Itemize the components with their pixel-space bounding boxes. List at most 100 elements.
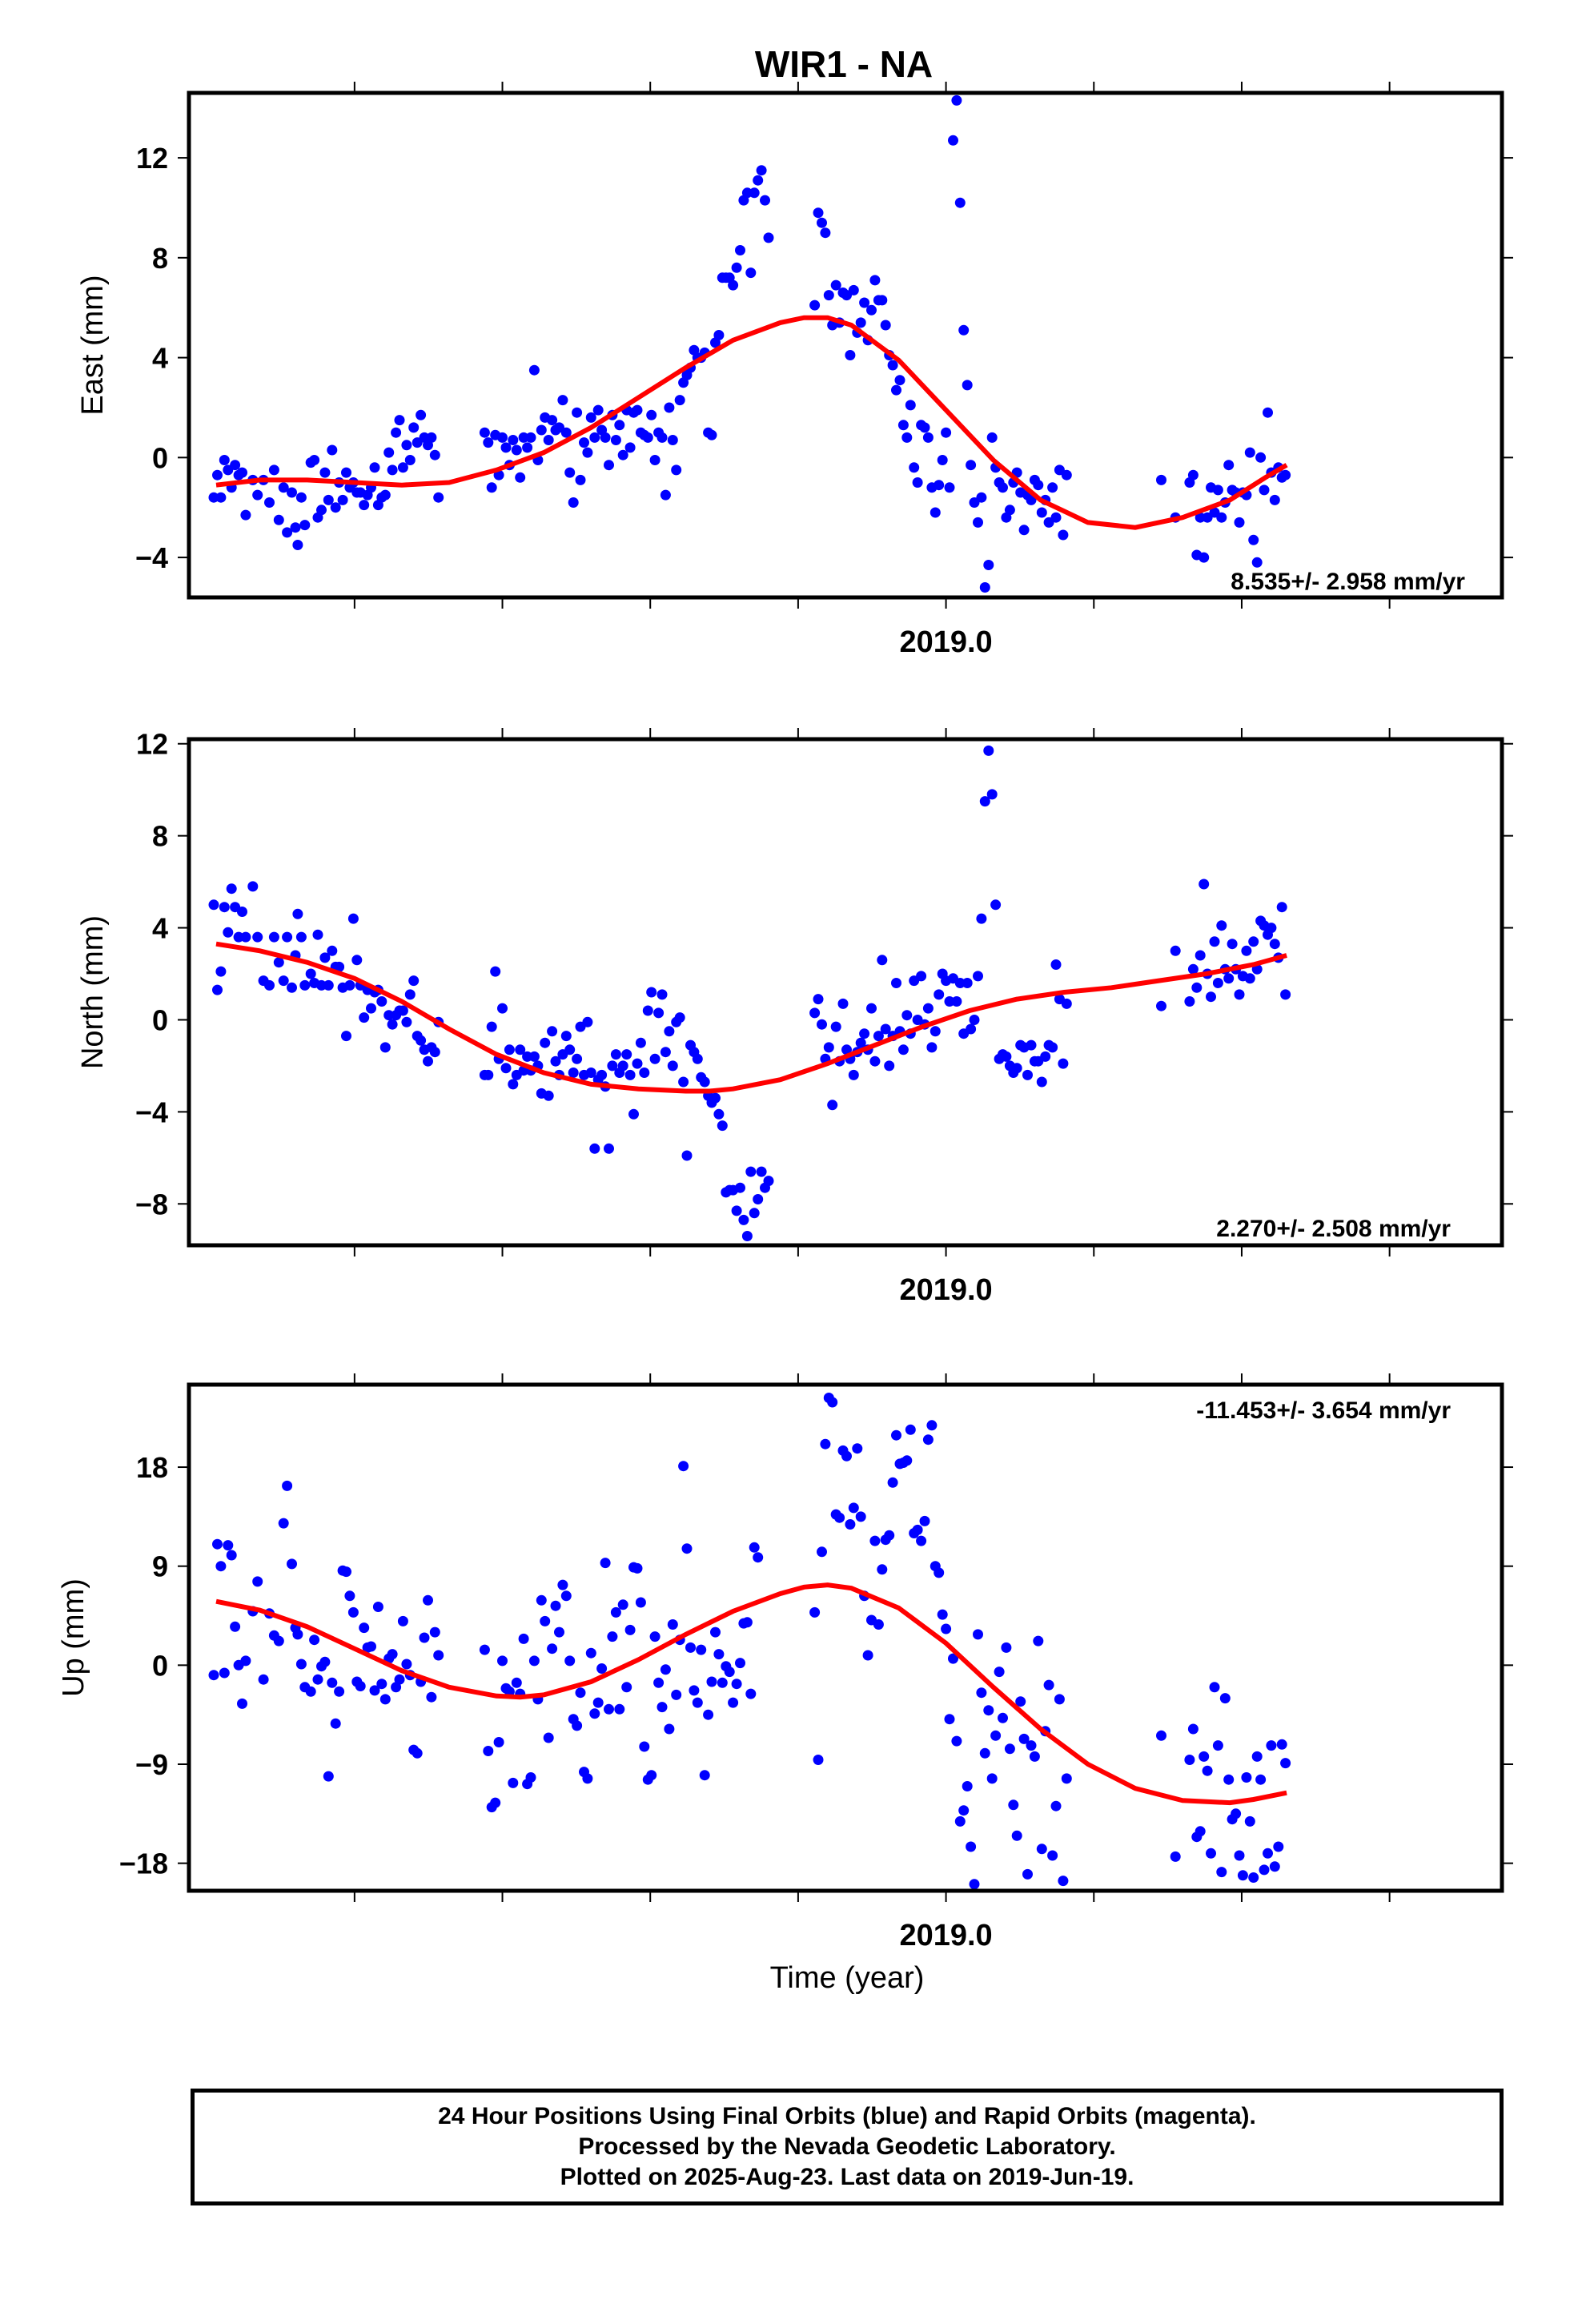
north-point-33 — [341, 1031, 351, 1042]
north-point-100 — [621, 1049, 632, 1060]
up-point-56 — [423, 1594, 433, 1606]
east-point-115 — [674, 395, 685, 406]
east-point-99 — [617, 449, 628, 460]
east-point-107 — [646, 409, 657, 420]
east-point-113 — [667, 435, 678, 445]
east-point-168 — [905, 400, 916, 411]
east-point-94 — [600, 432, 611, 443]
north-point-134 — [741, 1231, 753, 1241]
up-point-40 — [366, 1641, 376, 1652]
up-point-231 — [1251, 1751, 1263, 1762]
east-point-1 — [212, 469, 223, 480]
north-point-35 — [347, 913, 359, 924]
north-point-147 — [830, 1021, 841, 1032]
north-point-20 — [292, 908, 303, 919]
north-point-146 — [827, 1100, 838, 1111]
north-ytick-label: 8 — [152, 820, 168, 853]
north-point-90 — [585, 1068, 596, 1078]
north-rate-label: 2.270+/- 2.508 mm/yr — [1216, 1216, 1451, 1242]
east-point-191 — [986, 432, 998, 443]
east-point-87 — [575, 474, 586, 485]
east-point-124 — [706, 429, 717, 440]
up-point-223 — [1223, 1774, 1235, 1785]
east-point-88 — [579, 437, 589, 448]
up-ytick-label: 18 — [136, 1451, 168, 1484]
north-point-52 — [408, 975, 420, 987]
east-point-76 — [536, 424, 547, 436]
east-point-143 — [817, 217, 827, 228]
up-point-16 — [278, 1518, 289, 1529]
north-point-215 — [1184, 996, 1195, 1007]
north-point-117 — [681, 1150, 693, 1161]
up-point-33 — [341, 1566, 351, 1578]
up-point-150 — [852, 1443, 863, 1454]
up-point-61 — [483, 1746, 494, 1756]
east-point-212 — [1061, 469, 1072, 480]
up-point-104 — [635, 1597, 646, 1608]
north-point-218 — [1195, 950, 1206, 961]
up-point-109 — [653, 1677, 665, 1688]
up-point-78 — [543, 1732, 554, 1743]
north-point-212 — [1061, 998, 1072, 1009]
east-ytick-label: 8 — [152, 242, 168, 275]
north-point-185 — [966, 1023, 977, 1035]
up-point-195 — [1011, 1830, 1022, 1841]
up-point-57 — [426, 1691, 437, 1703]
east-point-141 — [809, 300, 821, 311]
footer-line-1: 24 Hour Positions Using Final Orbits (bl… — [438, 2103, 1256, 2129]
north-point-116 — [678, 1076, 689, 1088]
east-point-211 — [1058, 529, 1069, 541]
north-point-201 — [1022, 1069, 1033, 1080]
north-point-104 — [635, 1037, 646, 1048]
up-point-103 — [632, 1562, 643, 1574]
north-point-202 — [1026, 1039, 1037, 1051]
up-point-96 — [607, 1631, 618, 1642]
up-point-204 — [1043, 1679, 1054, 1691]
up-point-192 — [1001, 1642, 1012, 1653]
north-point-95 — [604, 1143, 614, 1154]
up-point-25 — [312, 1674, 323, 1685]
up-point-151 — [855, 1511, 866, 1522]
north-point-66 — [500, 1063, 512, 1074]
east-ytick-label: 12 — [136, 142, 168, 175]
east-point-6 — [230, 460, 241, 471]
north-point-93 — [596, 1069, 608, 1080]
north-point-21 — [295, 931, 307, 943]
footer-line-3: Plotted on 2025-Aug-23. Last data on 201… — [560, 2164, 1134, 2190]
up-point-125 — [710, 1626, 721, 1638]
east-point-8 — [237, 467, 247, 478]
north-point-58 — [429, 1047, 440, 1058]
east-point-68 — [508, 435, 519, 445]
north-point-85 — [568, 1068, 579, 1078]
up-point-53 — [412, 1747, 423, 1759]
up-point-17 — [282, 1480, 293, 1491]
up-point-221 — [1216, 1867, 1227, 1878]
east-point-213 — [1156, 474, 1166, 485]
east-point-152 — [848, 284, 859, 296]
up-point-188 — [986, 1773, 998, 1784]
north-point-51 — [404, 989, 416, 1000]
east-point-233 — [1248, 534, 1259, 545]
north-point-159 — [873, 1031, 884, 1042]
up-point-186 — [979, 1747, 990, 1759]
north-point-167 — [901, 1010, 913, 1021]
east-point-38 — [359, 500, 370, 511]
up-point-222 — [1219, 1693, 1231, 1704]
east-point-218 — [1195, 512, 1206, 523]
up-point-49 — [397, 1615, 408, 1626]
east-point-137 — [753, 175, 764, 186]
up-point-205 — [1047, 1850, 1058, 1861]
east-point-184 — [962, 380, 973, 391]
north-point-198 — [1011, 1063, 1022, 1074]
up-point-216 — [1199, 1751, 1210, 1762]
east-point-172 — [919, 422, 930, 433]
up-point-199 — [1026, 1740, 1037, 1751]
east-point-145 — [823, 290, 834, 301]
north-point-79 — [547, 1026, 558, 1037]
north-point-102 — [628, 1108, 639, 1120]
up-point-168 — [916, 1535, 927, 1546]
north-point-29 — [327, 945, 338, 956]
east-point-126 — [713, 330, 725, 340]
east-point-131 — [731, 262, 742, 273]
east-point-151 — [845, 350, 856, 360]
